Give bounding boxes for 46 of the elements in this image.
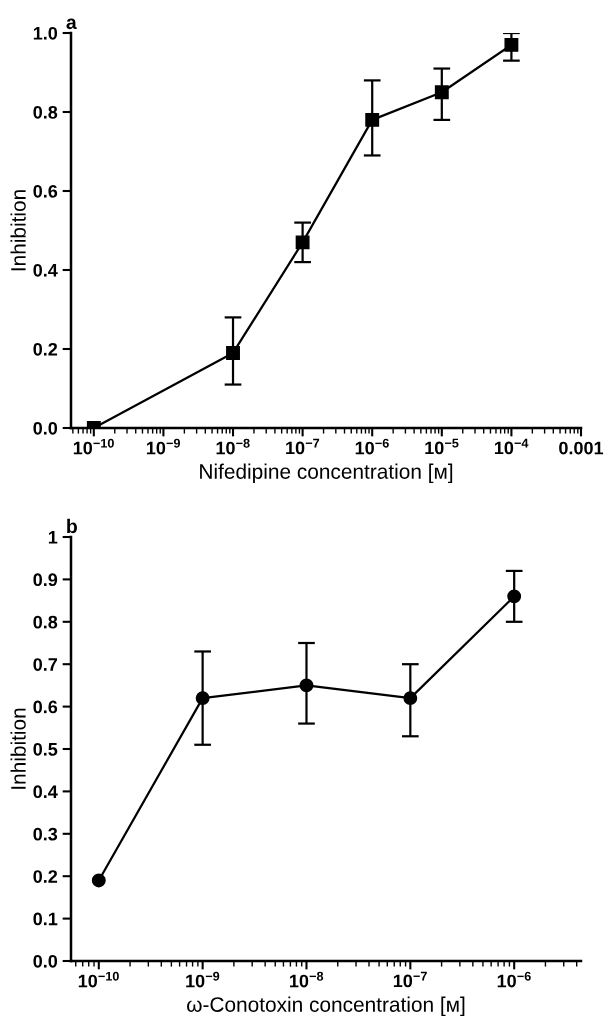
x-tick-label: 10$^{−8}$ [216,438,250,455]
x-tick-label: 10$^{−10}$ [73,438,114,455]
x-tick-label: 10$^{−7}$ [286,438,320,455]
point [91,873,106,888]
x-tick-label: 10$^{−6}$ [497,971,531,988]
y-tick-label: 0.4 [33,785,58,799]
point [365,112,380,127]
x-tick-label: 10$^{−5}$ [425,438,459,455]
y-tick-label: 0.8 [33,615,58,629]
point [226,346,240,360]
y-tick-label: 0.6 [33,700,58,714]
y-tick-label: 0.3 [33,827,58,841]
point [403,691,418,706]
y-tick-label: 0.6 [33,184,58,198]
y-tick-label: 0.5 [33,742,58,756]
y-tick-label: 0.0 [33,954,58,968]
y-tick-label: 0.2 [33,342,58,356]
y-tick-label: 1.0 [33,26,58,40]
y-tick-label: 0.9 [33,573,58,587]
point [504,37,519,52]
y-tick-label: 0.0 [33,421,58,435]
y-tick-label: 0.4 [33,263,58,277]
x-tick-label: 10$^{−6}$ [355,438,389,455]
point [299,678,314,693]
y-axis-title: Inhibition [10,708,26,789]
point [507,589,522,604]
x-axis-title: Nifedipine concentration [м] [200,463,453,483]
chart-title: b [67,518,77,534]
x-axis-title: ω-Conotoxin concentration [м] [187,996,465,1016]
y-tick-label: 0.1 [33,912,58,926]
x-tick-label: 10$^{−8}$ [290,971,324,988]
x-tick-label: 10$^{−4}$ [494,438,529,455]
point [434,85,449,100]
point [295,235,310,250]
y-tick-label: 0.7 [33,658,58,671]
x-tick-label: 10$^{−7}$ [393,971,427,988]
x-tick-label: 10$^{−10}$ [78,971,119,988]
y-tick-label: 0.8 [33,105,58,119]
y-tick-label: 0.2 [33,870,58,883]
point [195,691,210,706]
y-axis-title: Inhibition [10,190,26,271]
x-tick-label: 10$^{−9}$ [186,971,220,988]
x-tick-label: 0.001 [559,441,604,455]
x-tick-label: 10$^{−9}$ [146,438,181,455]
chart-title: a [66,18,77,30]
y-tick-label: 1 [48,531,58,544]
